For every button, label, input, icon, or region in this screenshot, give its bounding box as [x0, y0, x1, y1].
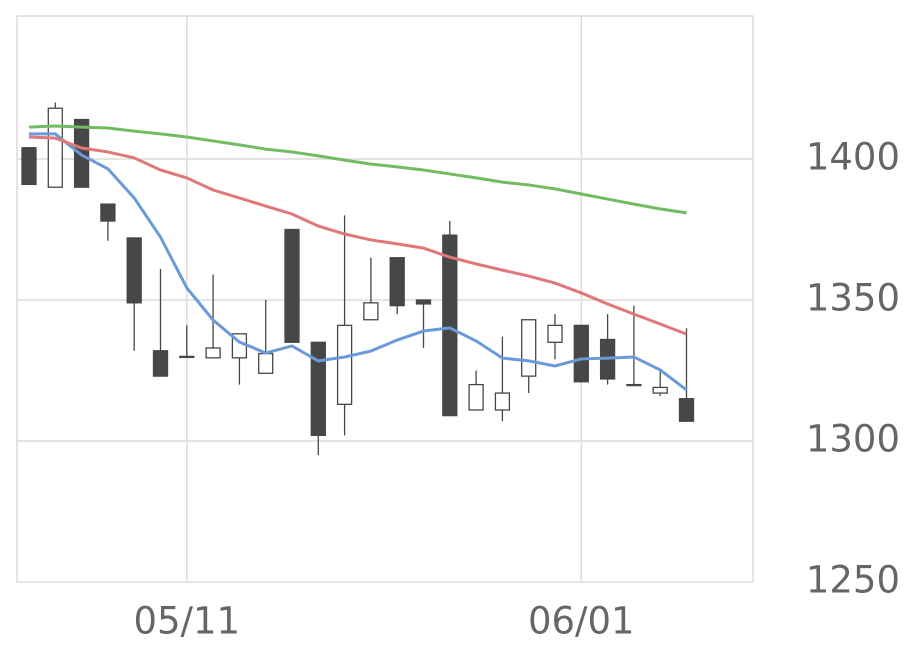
candle-body: [389, 257, 405, 307]
candle-body: [415, 299, 432, 305]
candle-body: [547, 324, 563, 343]
moving-average-line: [29, 132, 688, 392]
moving-average-line: [28, 124, 687, 215]
candle-body: [468, 383, 484, 411]
candle-body: [626, 383, 642, 387]
y-tick-label: 1300: [806, 418, 900, 461]
candle-body: [284, 228, 300, 343]
candle-body: [47, 107, 63, 188]
x-tick-label: 05/11: [133, 600, 240, 643]
y-tick-label: 1400: [806, 136, 900, 179]
candle-body: [442, 234, 458, 417]
candle-body: [363, 302, 379, 321]
candle-body: [678, 398, 695, 422]
candle-body: [152, 350, 169, 377]
candle-body: [179, 355, 195, 359]
candle-body: [100, 203, 116, 222]
candle-body: [258, 352, 274, 374]
x-tick-label: 06/01: [528, 600, 635, 643]
candle-body: [652, 386, 668, 394]
candle-body: [521, 319, 537, 377]
candle-body: [205, 347, 221, 359]
candle-body: [573, 324, 589, 383]
plot-frame: [16, 15, 754, 583]
candle-body: [310, 341, 326, 437]
y-tick-label: 1250: [806, 559, 900, 602]
candle-body: [494, 392, 511, 411]
moving-average-line: [28, 135, 688, 336]
candle-body: [21, 147, 37, 186]
y-tick-label: 1350: [806, 277, 900, 320]
candle-body: [336, 324, 353, 405]
candle-body: [126, 237, 142, 304]
